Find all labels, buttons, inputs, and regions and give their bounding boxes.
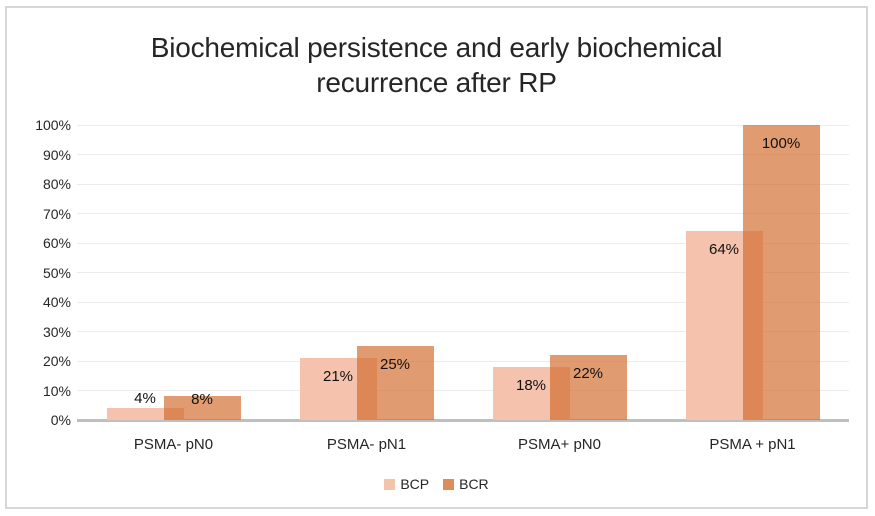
data-label-bcp-3: 64% <box>708 241 740 259</box>
bar-bcp-0 <box>106 408 184 420</box>
y-axis-tick-label: 20% <box>42 353 71 369</box>
chart-title: Biochemical persistence and early bioche… <box>150 32 723 98</box>
y-axis-tick-label: 50% <box>42 264 71 281</box>
gridline <box>77 183 849 185</box>
legend-item-bcp: BCP <box>384 476 429 492</box>
y-axis-tick-label: 90% <box>42 146 71 163</box>
y-axis-tick-label: 30% <box>42 323 71 340</box>
legend: BCP BCR <box>7 476 866 492</box>
gridline <box>77 242 849 244</box>
gridline <box>77 360 849 362</box>
data-label-bcp-0: 4% <box>134 390 156 408</box>
gridline <box>77 154 849 155</box>
data-label-bcr-3: 100% <box>761 135 801 152</box>
gridline <box>77 213 849 214</box>
category-label-2: PSMA+ pN0 <box>518 436 601 453</box>
gridline <box>77 124 849 126</box>
y-axis-tick-label: 100% <box>35 117 71 133</box>
legend-swatch-bcp <box>384 478 396 490</box>
x-axis-line <box>77 419 849 422</box>
y-axis-tick-label: 80% <box>42 176 71 192</box>
category-label-3: PSMA + pN1 <box>709 436 796 453</box>
category-label-0: PSMA- pN0 <box>133 436 214 453</box>
data-label-bcp-1: 21% <box>322 368 354 386</box>
gridline <box>77 390 849 391</box>
legend-swatch-bcr <box>443 478 455 490</box>
category-label-1: PSMA- pN1 <box>326 436 407 453</box>
data-label-bcr-0: 8% <box>191 391 213 409</box>
data-label-bcr-2: 22% <box>572 365 604 383</box>
gridline <box>77 301 849 303</box>
y-axis-tick-label: 10% <box>42 382 71 399</box>
data-label-bcp-2: 18% <box>515 376 547 394</box>
gridline <box>77 331 849 332</box>
y-axis-tick-label: 60% <box>42 235 71 251</box>
bar-bcr-3 <box>742 125 820 420</box>
bar-bcr-0 <box>163 396 241 420</box>
y-axis-tick-label: 40% <box>42 294 71 310</box>
y-axis-tick-label: 0% <box>50 412 71 428</box>
legend-item-bcr: BCR <box>443 476 489 492</box>
y-axis-tick-label: 70% <box>42 205 71 222</box>
gridline <box>77 272 849 273</box>
chart-frame-border: Biochemical persistence and early bioche… <box>5 6 868 509</box>
bar-bcr-1 <box>356 346 434 420</box>
data-label-bcr-1: 25% <box>379 356 411 374</box>
legend-label-bcr: BCR <box>459 476 489 492</box>
bar-bcr-2 <box>549 355 627 420</box>
legend-label-bcp: BCP <box>400 476 430 492</box>
